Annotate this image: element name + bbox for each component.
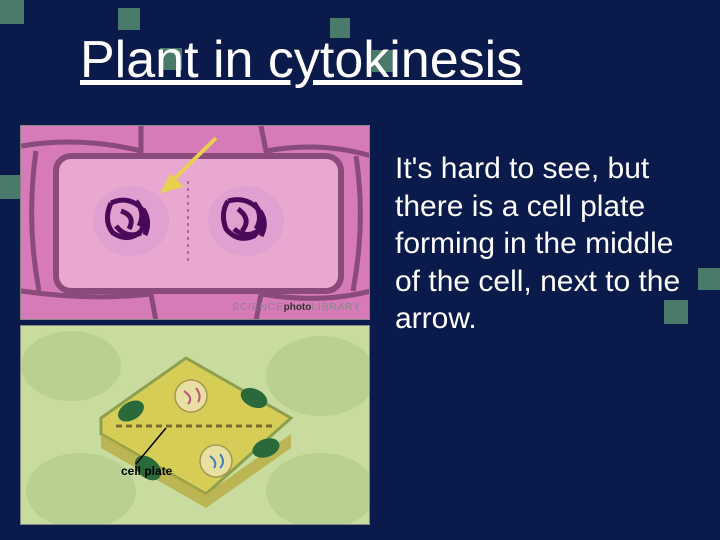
slide-title: Plant in cytokinesis — [80, 30, 522, 90]
cellplate-label: cell plate — [121, 464, 172, 478]
image-watermark: SCIENCEphotoLIBRARY — [232, 302, 361, 313]
decorative-square — [118, 8, 140, 30]
cellplate-diagram-image: cell plate — [20, 325, 370, 525]
decorative-square — [698, 268, 720, 290]
body-text: It's hard to see, but there is a cell pl… — [395, 150, 695, 338]
decorative-square — [0, 0, 24, 24]
microscopy-image: SCIENCEphotoLIBRARY — [20, 125, 370, 320]
